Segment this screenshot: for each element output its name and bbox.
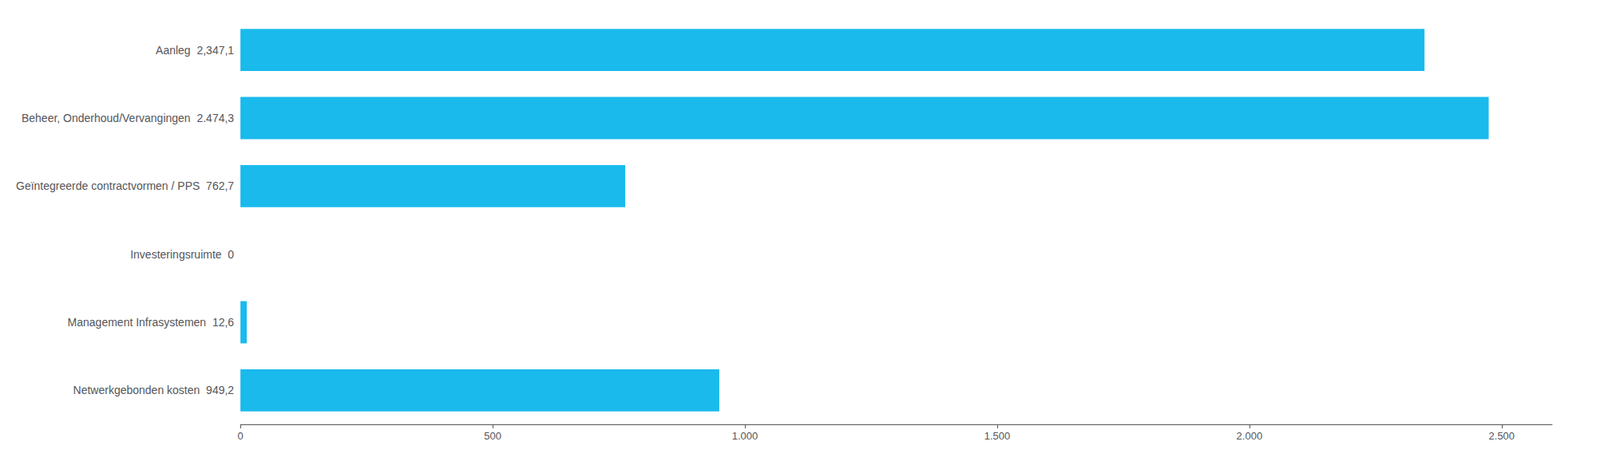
svg-text:Netwerkgebonden kosten 949,2: Netwerkgebonden kosten 949,2 <box>73 384 235 397</box>
svg-text:500: 500 <box>483 430 502 443</box>
svg-text:0: 0 <box>237 430 244 443</box>
svg-text:1.500: 1.500 <box>984 430 1011 443</box>
svg-text:1.000: 1.000 <box>732 430 759 443</box>
svg-text:Geïntegreerde contractvormen /: Geïntegreerde contractvormen / PPS 762,7 <box>15 179 234 193</box>
svg-text:Beheer, Onderhoud/Vervangingen: Beheer, Onderhoud/Vervangingen 2.474,3 <box>21 111 234 125</box>
svg-text:2.500: 2.500 <box>1489 430 1516 443</box>
svg-text:Management Infrasystemen 12,6: Management Infrasystemen 12,6 <box>67 316 235 329</box>
svg-text:2.000: 2.000 <box>1236 430 1264 443</box>
svg-text:Aanleg 2,347,1: Aanleg 2,347,1 <box>155 43 234 57</box>
svg-text:Investeringsruimte 0: Investeringsruimte 0 <box>130 248 234 262</box>
